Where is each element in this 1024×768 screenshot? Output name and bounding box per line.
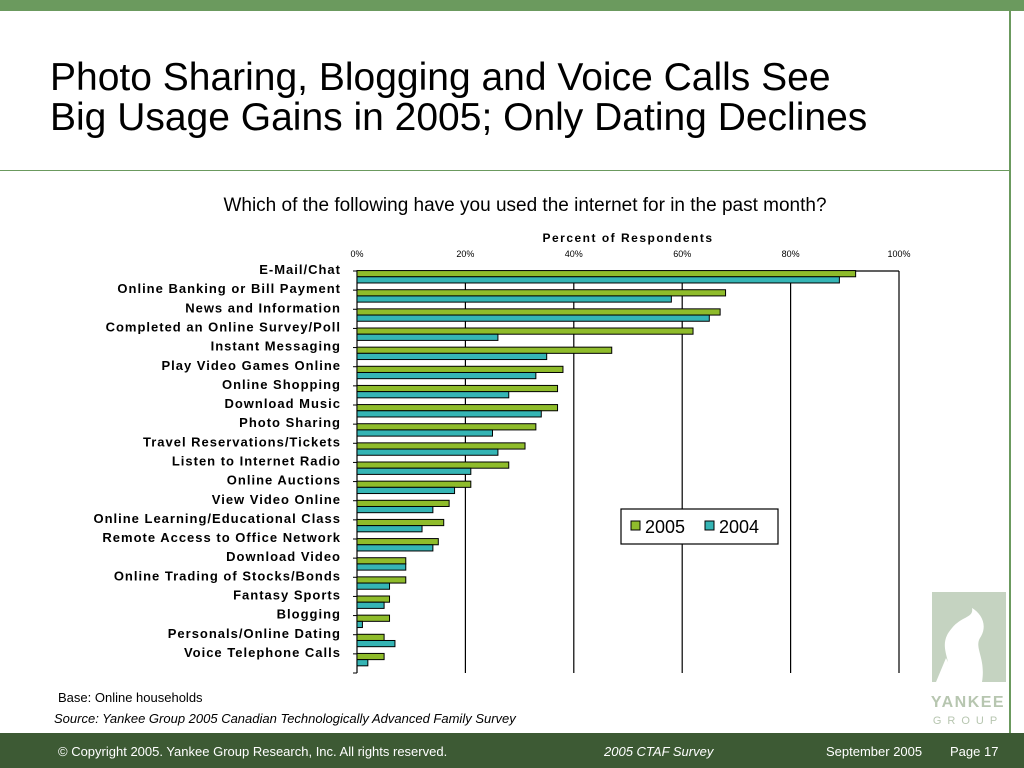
legend-label-2005: 2005	[645, 517, 685, 537]
right-accent-rule	[1009, 11, 1011, 733]
base-note: Base: Online households	[58, 690, 203, 705]
survey-question: Which of the following have you used the…	[223, 195, 827, 216]
footer-survey: 2005 CTAF Survey	[604, 744, 714, 759]
axis-title: Percent of Respondents	[542, 231, 713, 245]
bar-2004	[356, 486, 456, 495]
bar-2005	[356, 538, 439, 546]
bar-2004	[356, 371, 537, 380]
bar-2005	[356, 365, 564, 373]
category-label: Completed an Online Survey/Poll	[106, 320, 341, 335]
category-label: Remote Access to Office Network	[102, 530, 341, 545]
bar-2005	[356, 652, 385, 661]
bar-2004	[356, 352, 548, 361]
title-line-1: Photo Sharing, Blogging and Voice Calls …	[50, 56, 831, 99]
bar-2004	[356, 333, 499, 341]
category-label: Play Video Games Online	[161, 358, 341, 373]
category-label: Download Video	[226, 549, 341, 564]
bar-2004	[356, 659, 369, 667]
category-label: Download Music	[224, 396, 341, 411]
category-label: Online Banking or Bill Payment	[117, 281, 341, 296]
bar-2004	[356, 582, 391, 590]
bar-2005	[356, 423, 537, 431]
bar-2004	[356, 505, 434, 514]
bar-2004	[356, 525, 423, 533]
category-label: News and Information	[185, 300, 341, 315]
tick-label: 0%	[350, 249, 363, 259]
bar-2005	[356, 346, 613, 354]
bar-2005	[356, 499, 450, 507]
top-accent-bar	[0, 0, 1024, 11]
yankee-group-logo: YANKEE GROUP	[931, 592, 1006, 727]
logo-yankee-text: YANKEE	[931, 694, 1005, 711]
category-label: Photo Sharing	[239, 415, 341, 430]
title-divider	[0, 170, 1009, 171]
category-label: Online Auctions	[227, 473, 341, 488]
tick-label: 20%	[456, 249, 474, 259]
source-note: Source: Yankee Group 2005 Canadian Techn…	[54, 711, 516, 726]
slide-title: Photo Sharing, Blogging and Voice Calls …	[50, 58, 1010, 138]
bar-2004	[356, 563, 407, 571]
bar-2004	[356, 544, 434, 552]
bar-2004	[356, 295, 672, 303]
bar-2004	[356, 410, 542, 418]
bar-2005	[356, 576, 407, 584]
category-label: Personals/Online Dating	[168, 626, 341, 641]
legend-swatch-2004	[704, 520, 715, 531]
legend-label-2004: 2004	[719, 517, 759, 537]
footer-bar: © Copyright 2005. Yankee Group Research,…	[0, 733, 1024, 768]
bar-2005	[356, 595, 391, 603]
bar-2004	[356, 620, 363, 629]
category-label: Instant Messaging	[211, 339, 341, 354]
category-label: Online Trading of Stocks/Bonds	[114, 568, 341, 583]
bar-2004	[356, 429, 493, 437]
bar-2004	[356, 601, 385, 609]
category-label: View Video Online	[212, 492, 341, 507]
bar-2005	[356, 308, 721, 316]
logo-group-text: GROUP	[933, 715, 1003, 727]
category-label: Listen to Internet Radio	[172, 454, 341, 469]
bar-2005	[356, 270, 857, 278]
bar-2005	[356, 633, 385, 641]
bar-2005	[356, 327, 694, 335]
bar-2004	[356, 314, 710, 322]
bar-2005	[356, 461, 510, 469]
tick-label: 60%	[673, 249, 691, 259]
category-label: Travel Reservations/Tickets	[143, 434, 341, 449]
bar-2005	[356, 518, 445, 527]
bar-2005	[356, 289, 727, 297]
bar-2005	[356, 404, 559, 412]
category-label: Online Shopping	[222, 377, 341, 392]
bar-2004	[356, 448, 499, 456]
tick-label: 80%	[782, 249, 800, 259]
bar-2004	[356, 639, 396, 648]
bar-2005	[356, 384, 559, 393]
bar-2005	[356, 442, 526, 450]
title-line-2: Big Usage Gains in 2005; Only Dating Dec…	[50, 96, 868, 139]
tick-label: 100%	[887, 249, 910, 259]
bar-2004	[356, 391, 510, 399]
bar-2004	[356, 467, 472, 475]
category-label: E-Mail/Chat	[259, 262, 341, 277]
footer-page: Page 17	[950, 744, 999, 759]
category-label: Blogging	[277, 607, 341, 622]
tick-label: 40%	[565, 249, 583, 259]
footer-date: September 2005	[826, 744, 923, 759]
bar-2005	[356, 614, 391, 622]
bar-2005	[356, 557, 407, 565]
footer-copyright: © Copyright 2005. Yankee Group Research,…	[58, 744, 448, 759]
bar-2005	[356, 480, 472, 488]
bar-chart: Percent of Respondents 0% 20% 40% 60% 80% 100%…	[93, 231, 911, 674]
legend-swatch-2005	[630, 520, 641, 531]
legend-box	[620, 508, 779, 545]
bar-2004	[356, 276, 840, 284]
category-label: Fantasy Sports	[233, 588, 341, 603]
category-label: Online Learning/Educational Class	[93, 511, 341, 526]
category-label: Voice Telephone Calls	[184, 645, 341, 660]
